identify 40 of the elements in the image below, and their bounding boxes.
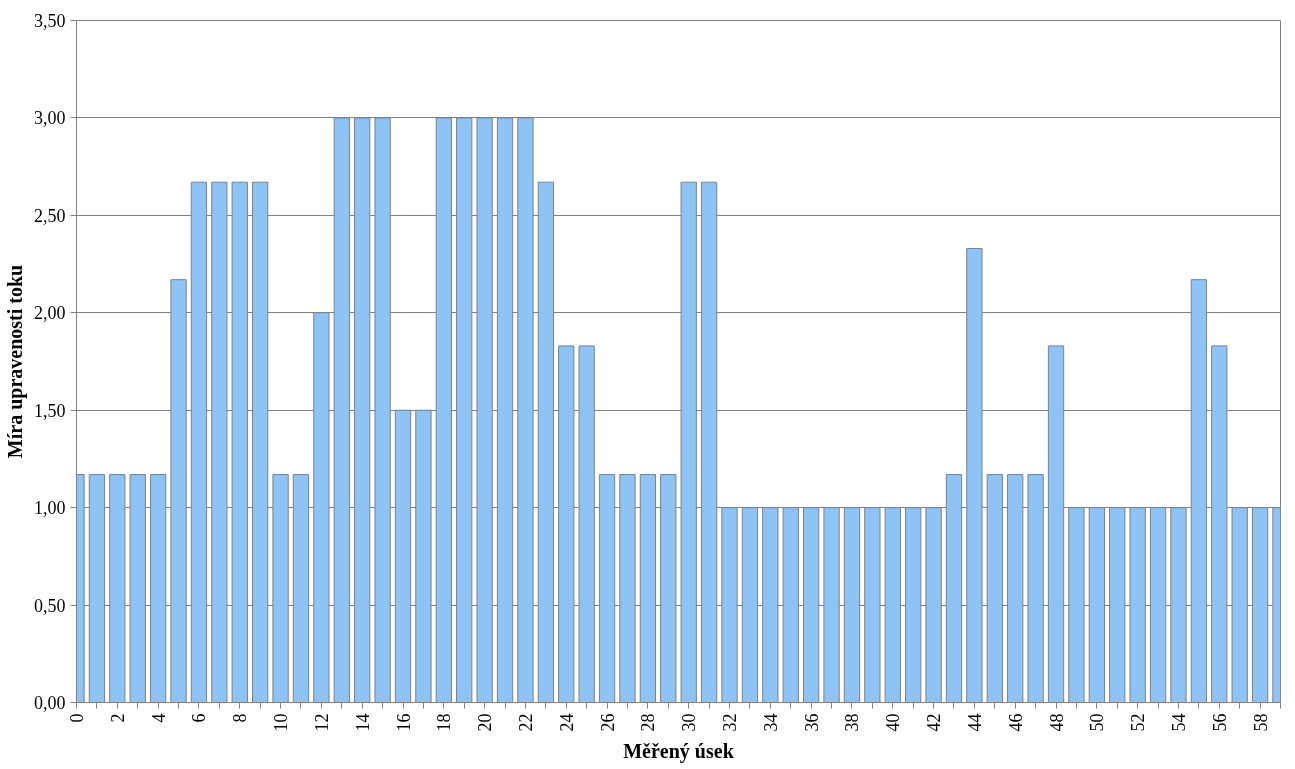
x-tick-label: 44 — [964, 713, 985, 732]
y-tick-label: 1,50 — [34, 400, 66, 421]
x-tick-label: 4 — [148, 713, 169, 723]
x-tick-label: 16 — [393, 713, 414, 732]
x-tick-label: 58 — [1250, 713, 1271, 732]
x-tick-label: 40 — [883, 713, 904, 732]
x-tick-label: 52 — [1128, 713, 1149, 732]
y-axis-title: Míra upravenosti toku — [4, 264, 27, 459]
x-tick-label: 8 — [230, 713, 251, 723]
x-tick-label: 6 — [189, 713, 210, 723]
x-tick-label: 56 — [1209, 713, 1230, 732]
x-tick-label: 34 — [760, 713, 781, 732]
x-tick-label: 36 — [801, 713, 822, 732]
x-tick-label: 54 — [1168, 713, 1189, 732]
x-axis-title: Měřený úsek — [623, 739, 735, 763]
y-tick-label: 2,00 — [34, 303, 66, 324]
x-tick-label: 2 — [107, 713, 128, 723]
x-tick-label: 24 — [556, 713, 577, 732]
x-tick-label: 42 — [924, 713, 945, 732]
y-tick-label: 2,50 — [34, 205, 66, 226]
x-tick-label: 26 — [597, 713, 618, 732]
x-tick-label: 46 — [1005, 713, 1026, 732]
x-tick-label: 48 — [1046, 713, 1067, 732]
y-tick-label: 0,00 — [34, 693, 66, 713]
x-tick-label: 12 — [311, 713, 332, 732]
y-tick-label: 3,00 — [34, 108, 66, 129]
x-tick-label: 28 — [638, 713, 659, 732]
y-tick-label: 0,50 — [34, 595, 66, 616]
x-tick-label: 50 — [1087, 713, 1108, 732]
x-tick-label: 38 — [842, 713, 863, 732]
x-tick-label: 20 — [475, 713, 496, 732]
x-tick-label: 10 — [271, 713, 292, 732]
y-tick-label: 3,50 — [34, 11, 66, 31]
x-tick-label: 22 — [515, 713, 536, 732]
x-tick-label: 0 — [67, 713, 87, 723]
y-tick-label: 1,00 — [34, 498, 66, 519]
x-tick-label: 30 — [679, 713, 700, 732]
x-tick-label: 18 — [434, 713, 455, 732]
x-tick-label: 14 — [352, 713, 373, 732]
x-tick-label: 32 — [720, 713, 741, 732]
